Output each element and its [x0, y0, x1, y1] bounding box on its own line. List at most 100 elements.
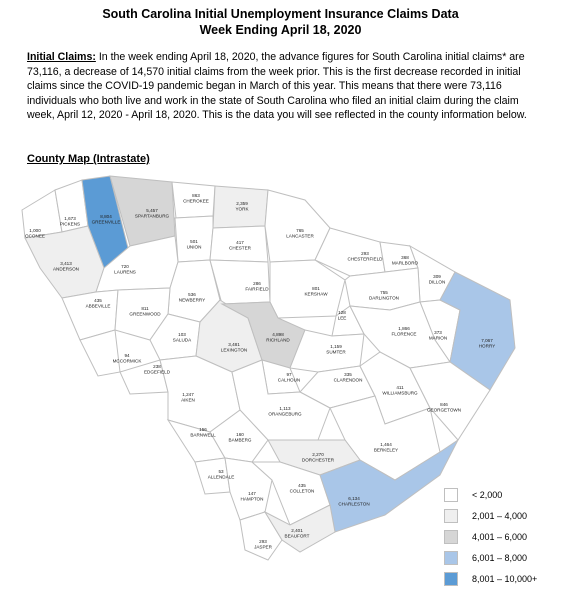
county-name: RICHLAND: [266, 338, 290, 343]
county-name: KERSHAW: [304, 292, 328, 297]
county-name: GREENVILLE: [92, 220, 121, 225]
county-name: WILLIAMSBURG: [382, 391, 418, 396]
county-name: BARNWELL: [190, 433, 216, 438]
county-value: 3,413: [60, 261, 72, 266]
county-labels: 1,000 OCONEE 1,673 PICKENS 8,804 GREENVILLE…: [25, 193, 495, 550]
county-name: DILLON: [429, 280, 446, 285]
county-name: BERKELEY: [374, 448, 398, 453]
county-value: 811: [141, 306, 149, 311]
county-value: 1,113: [279, 406, 291, 411]
county-name: FAIRFIELD: [245, 287, 269, 292]
county-name: JASPER: [254, 545, 273, 550]
legend-item: 6,001 – 8,000: [444, 550, 537, 566]
county-value: 801: [312, 286, 320, 291]
county-name: ALLENDALE: [208, 475, 235, 480]
county-map-heading: County Map (Intrastate): [27, 153, 150, 165]
county-name: SPARTANBURG: [135, 214, 170, 219]
county-name: MCCORMICK: [113, 359, 143, 364]
county-name: AIKEN: [181, 398, 195, 403]
county-georgetown: [409, 361, 491, 441]
county-value: 286: [253, 281, 261, 286]
county-value: 53: [218, 469, 224, 474]
county-value: 1,247: [182, 392, 194, 397]
county-name: BAMBERG: [229, 438, 252, 443]
county-name: UNION: [187, 245, 202, 250]
map-legend: < 2,000 2,001 – 4,000 4,001 – 6,000 6,00…: [444, 487, 537, 592]
county-value: 2,359: [236, 201, 248, 206]
county-value: 5,457: [146, 208, 158, 213]
county-name: LANCASTER: [286, 234, 314, 239]
county-name: ABBEVILLE: [86, 304, 111, 309]
initial-claims-body: In the week ending April 18, 2020, the a…: [27, 51, 527, 122]
county-value: 156: [199, 427, 207, 432]
county-value: 309: [433, 274, 441, 279]
county-value: 720: [121, 264, 129, 269]
county-value: 7,067: [481, 338, 493, 343]
county-name: CALHOUN: [278, 378, 300, 383]
initial-claims-lead: Initial Claims:: [27, 51, 96, 63]
county-name: GREENWOOD: [129, 312, 161, 317]
county-name: HAMPTON: [241, 497, 264, 502]
county-name: EDGEFIELD: [144, 370, 171, 375]
county-value: 411: [396, 385, 404, 390]
legend-label: 6,001 – 8,000: [472, 553, 528, 563]
county-value: 6,134: [348, 496, 360, 501]
county-value: 160: [236, 432, 244, 437]
county-name: OCONEE: [25, 234, 45, 239]
county-value: 417: [236, 240, 244, 245]
legend-swatch: [444, 551, 458, 565]
county-name: NEWBERRY: [179, 298, 205, 303]
county-value: 97: [286, 372, 292, 377]
legend-swatch: [444, 572, 458, 586]
county-value: 335: [344, 372, 352, 377]
county-name: YORK: [235, 207, 249, 212]
county-value: 1,464: [380, 442, 392, 447]
county-value: 128: [338, 310, 346, 315]
county-value: 373: [434, 330, 442, 335]
initial-claims-paragraph: Initial Claims: In the week ending April…: [27, 50, 547, 123]
county-value: 2,270: [312, 452, 324, 457]
county-name: HORRY: [479, 344, 496, 349]
county-value: 8,804: [100, 214, 112, 219]
county-value: 501: [190, 239, 198, 244]
legend-swatch: [444, 509, 458, 523]
legend-label: < 2,000: [472, 490, 503, 500]
county-value: 293: [361, 251, 369, 256]
county-name: LEXINGTON: [221, 348, 247, 353]
county-name: SUMTER: [326, 350, 346, 355]
county-name: LAURENS: [114, 270, 136, 275]
county-name: GEORGETOWN: [427, 408, 461, 413]
county-name: BEAUFORT: [285, 534, 310, 539]
county-name: DORCHESTER: [302, 458, 335, 463]
county-value: 846: [440, 402, 448, 407]
